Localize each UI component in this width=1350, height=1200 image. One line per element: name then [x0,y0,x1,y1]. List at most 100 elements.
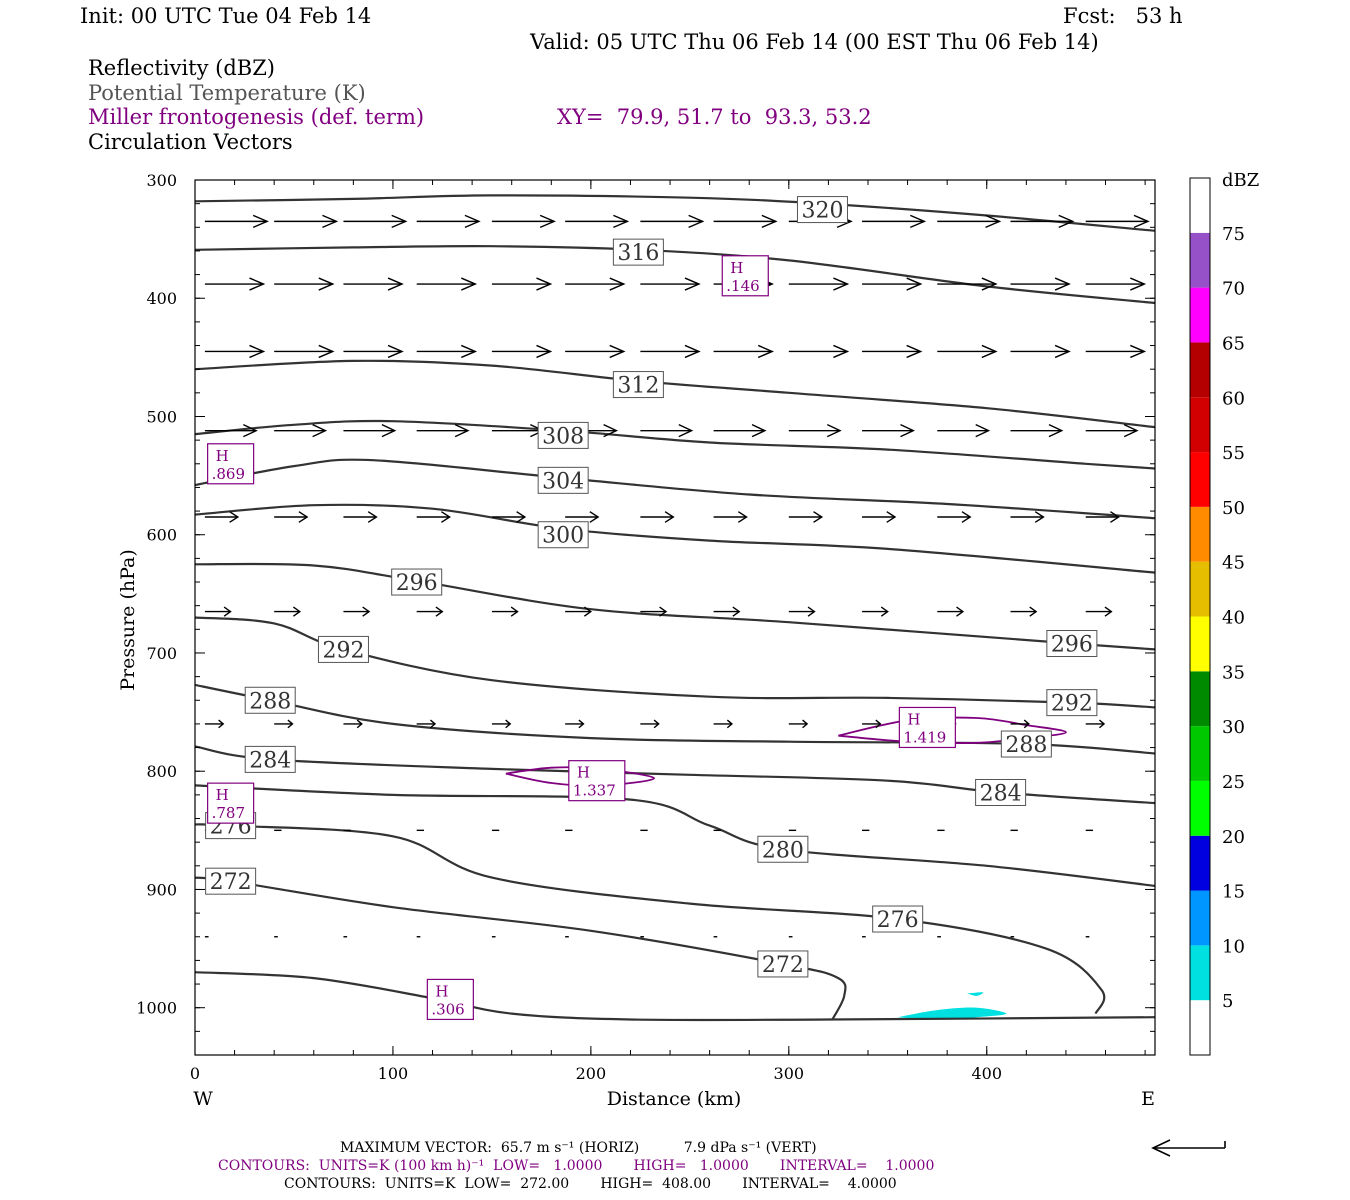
colorbar-label: 45 [1222,553,1245,574]
circulation-vector [491,214,556,229]
circulation-vector [204,719,225,729]
circulation-vector [274,214,339,229]
reference-vector-arrow [1151,1139,1226,1157]
colorbar-label: 5 [1222,991,1233,1012]
colorbar-segment [1190,287,1210,343]
svg-text:292: 292 [1051,692,1093,717]
y-tick-label: 900 [146,880,177,899]
y-tick-label: 600 [146,526,177,545]
colorbar-segment [1190,342,1210,398]
theta-contour-8 [195,616,1155,709]
circulation-vector [204,511,240,523]
y-tick-label: 500 [146,407,177,426]
frontogenesis-high-3: H1.337 [568,760,626,802]
circulation-vector [788,511,824,523]
circulation-vector [204,277,266,291]
colorbar-segment [1190,671,1210,727]
circulation-vector [343,719,363,729]
circulation-vector [565,511,600,523]
circulation-vector [713,511,748,523]
svg-text:288: 288 [249,689,291,714]
y-tick-label: 700 [146,644,177,663]
x-axis-label: Distance (km) [607,1088,742,1110]
svg-text:280: 280 [762,838,804,863]
x-tick-label: 200 [576,1064,607,1083]
circulation-vector [713,719,733,729]
circulation-vector [937,424,991,438]
circulation-vector [343,424,397,438]
circulation-vector [274,511,309,523]
colorbar-label: 20 [1222,827,1245,848]
circulation-vector [937,606,965,617]
circulation-vector [204,606,232,617]
circulation-vector [937,344,998,359]
circulation-vector [788,277,850,291]
colorbar-label: 65 [1222,333,1245,354]
circulation-vector [1085,424,1139,438]
svg-text:.146: .146 [726,277,759,295]
reflectivity-area-1 [967,992,984,996]
theta-label-2: 312 [612,371,664,399]
circulation-vector [1085,344,1147,359]
circulation-vector [565,214,630,229]
theta-contour-2 [195,359,1155,429]
circulation-vector [788,719,809,729]
circulation-vector [204,214,269,229]
circulation-vector [1085,719,1106,729]
colorbar-segment [1190,232,1210,288]
circulation-vector [416,344,478,359]
theta-label-12: 284 [244,745,296,773]
theta-label-6: 296 [391,568,443,596]
theta-label-1: 316 [612,238,664,266]
svg-text:272: 272 [210,870,252,895]
colorbar-label: 25 [1222,772,1245,793]
colorbar-label: 15 [1222,882,1245,903]
circulation-vector [416,511,451,523]
theta-label-5: 300 [537,521,589,549]
circulation-vector [862,511,897,523]
init-time: Init: 00 UTC Tue 04 Feb 14 [80,4,372,28]
theta-label-14: 280 [757,835,809,863]
colorbar-segment [1190,835,1210,891]
svg-text:312: 312 [617,374,659,399]
theta-contour-note: CONTOURS: UNITS=K LOW= 272.00 HIGH= 408.… [284,1176,897,1192]
circulation-vector [862,424,915,438]
colorbar-segment [1190,780,1210,836]
colorbar-label: 70 [1222,279,1245,300]
colorbar-segment [1190,561,1210,617]
circulation-vector [713,344,774,359]
circulation-vector [343,344,404,359]
frontogenesis-high-4: H.787 [207,782,255,824]
circulation-vector [274,424,328,438]
circulation-vector [416,277,478,291]
circulation-vector [491,719,512,729]
circulation-vector [862,719,882,729]
circulation-vector [862,214,927,229]
field-potential-temperature: Potential Temperature (K) [88,81,366,105]
circulation-vector [1085,214,1150,229]
circulation-vector [1010,719,1030,729]
forecast-hour: Fcst: 53 h [1063,4,1183,28]
svg-text:284: 284 [249,748,291,773]
theta-contour-17 [195,876,847,1021]
frontogenesis-high-5: H.306 [426,978,474,1021]
field-circulation-vectors: Circulation Vectors [88,130,293,154]
theta-label-13: 284 [975,779,1027,807]
colorbar-segment [1190,506,1210,562]
cross-section-endpoints: XY= 79.9, 51.7 to 93.3, 53.2 [557,105,872,129]
svg-text:272: 272 [762,953,804,978]
svg-text:1.419: 1.419 [903,728,946,746]
x-tick-label: 400 [971,1064,1002,1083]
circulation-vector [1010,277,1071,291]
y-tick-label: 1000 [136,999,177,1018]
svg-text:H: H [435,982,448,1000]
circulation-vector [343,511,378,523]
x-tick-label: 300 [774,1064,805,1083]
circulation-vector [565,606,592,617]
theta-label-3: 308 [537,421,589,449]
colorbar-label: 35 [1222,662,1245,683]
y-tick-label: 400 [146,289,177,308]
circulation-vector [491,511,527,523]
circulation-vector [416,606,444,617]
svg-text:296: 296 [1051,633,1093,658]
